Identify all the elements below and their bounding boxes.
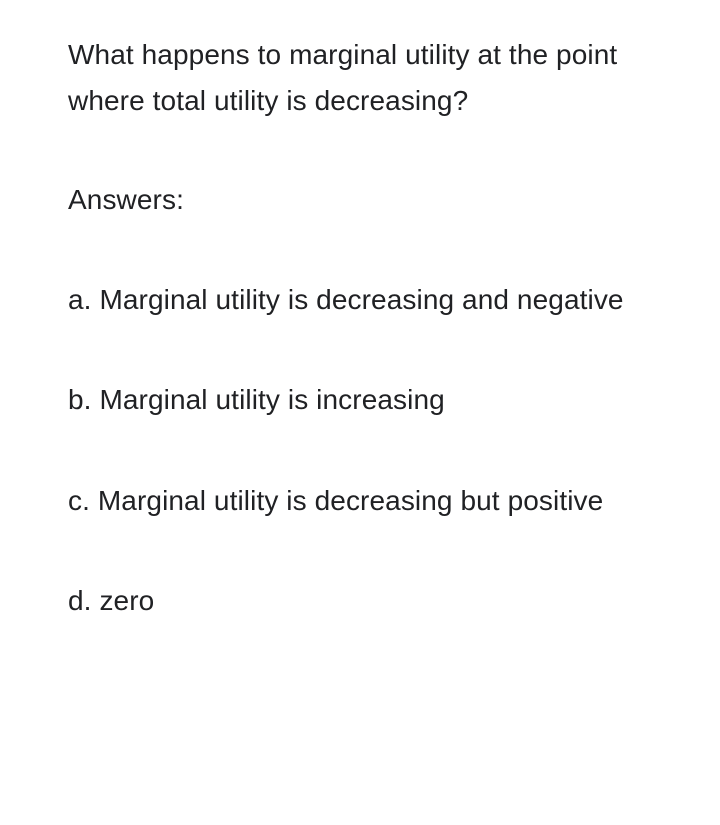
answers-heading: Answers: xyxy=(68,178,660,223)
option-a[interactable]: a. Marginal utility is decreasing and ne… xyxy=(68,277,660,323)
option-b[interactable]: b. Marginal utility is increasing xyxy=(68,377,660,423)
option-a-label: a. xyxy=(68,284,92,315)
option-c-text: Marginal utility is decreasing but posit… xyxy=(98,485,603,516)
option-d-label: d. xyxy=(68,585,92,616)
option-c-label: c. xyxy=(68,485,90,516)
option-d-text: zero xyxy=(99,585,154,616)
option-a-text: Marginal utility is decreasing and negat… xyxy=(99,284,623,315)
option-b-text: Marginal utility is increasing xyxy=(99,384,444,415)
option-d[interactable]: d. zero xyxy=(68,578,660,624)
option-c[interactable]: c. Marginal utility is decreasing but po… xyxy=(68,478,660,524)
question-text: What happens to marginal utility at the … xyxy=(68,32,660,124)
option-b-label: b. xyxy=(68,384,92,415)
